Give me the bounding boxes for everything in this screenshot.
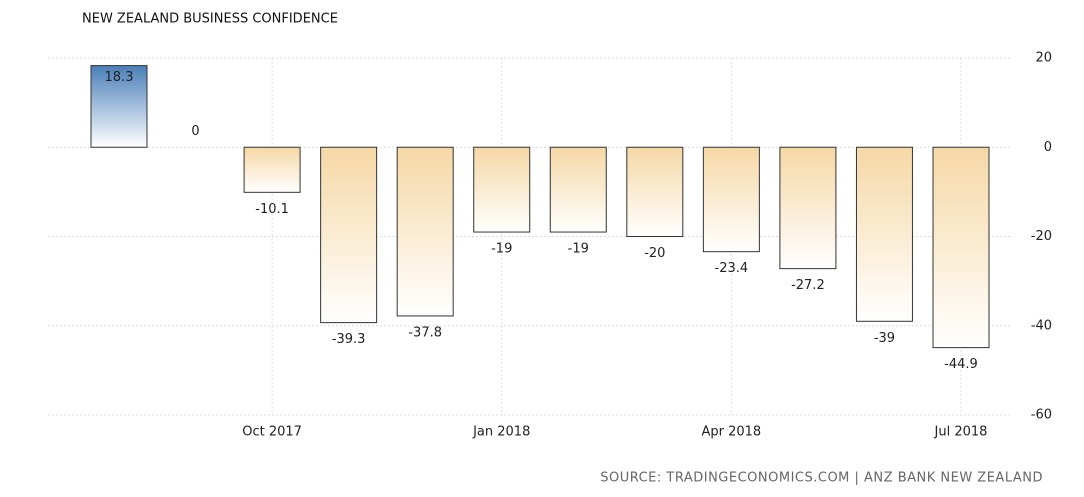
bar <box>702 146 760 253</box>
y-tick-label: 20 <box>1035 51 1052 66</box>
x-tick-label: Jul 2018 <box>934 425 988 440</box>
x-tick-label: Oct 2017 <box>242 425 302 440</box>
bar <box>320 146 378 324</box>
bar <box>243 146 301 193</box>
y-tick-label: -40 <box>1031 318 1052 333</box>
bar <box>855 146 913 322</box>
value-label: -37.8 <box>408 325 442 340</box>
value-label: -19 <box>491 242 512 257</box>
value-label: -10.1 <box>255 202 289 217</box>
value-label: -27.2 <box>791 278 825 293</box>
chart-title: NEW ZEALAND BUSINESS CONFIDENCE <box>82 12 338 27</box>
bar <box>90 65 148 148</box>
source: SOURCE: TRADINGECONOMICS.COM | ANZ BANK … <box>600 471 1043 486</box>
value-label: -23.4 <box>715 261 749 276</box>
y-tick-label: 0 <box>1044 140 1052 155</box>
bar <box>396 146 454 317</box>
value-label: 18.3 <box>105 70 134 85</box>
value-label: -39 <box>874 331 895 346</box>
bar <box>549 146 607 233</box>
value-label: -39.3 <box>332 332 366 347</box>
bar <box>473 146 531 233</box>
y-tick-label: -60 <box>1031 408 1052 423</box>
value-label: -20 <box>644 246 665 261</box>
bar <box>779 146 837 270</box>
y-tick-label: -20 <box>1031 229 1052 244</box>
value-label: 0 <box>191 124 199 139</box>
value-label: -19 <box>568 242 589 257</box>
x-tick-label: Jan 2018 <box>472 425 530 440</box>
bar <box>932 146 990 349</box>
bar <box>626 146 684 237</box>
value-label: -44.9 <box>944 357 978 372</box>
x-tick-label: Apr 2018 <box>702 425 762 440</box>
